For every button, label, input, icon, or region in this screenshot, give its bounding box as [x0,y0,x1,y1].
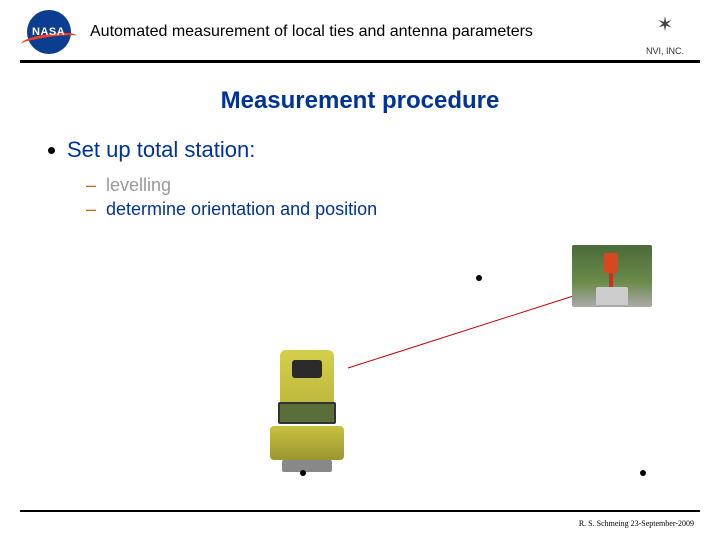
bullet-main: Set up total station: [48,137,672,163]
sub-item-0-text: levelling [106,173,171,197]
prism-icon [604,253,618,273]
sub-item-0: – levelling [86,173,406,197]
footer-divider [20,510,700,512]
lens-icon [292,360,322,378]
survey-point-0 [300,470,306,476]
header-title: Automated measurement of local ties and … [90,23,618,41]
bullet-dot-icon [48,147,55,154]
survey-point-1 [476,275,482,281]
diagram-area [0,230,720,490]
dash-icon: – [86,197,96,221]
nvi-logo-text: NVI, INC. [646,46,684,56]
nasa-logo-text: NASA [32,26,65,38]
header-divider [20,60,700,63]
footer-text: R. S. Schmeing 23-September-2009 [579,519,694,528]
target-pedestal [596,287,628,305]
survey-point-2 [640,470,646,476]
bullet-main-text: Set up total station: [67,137,255,163]
survey-target-photo [572,245,652,307]
nvi-logo-icon: ✶ NVI, INC. [630,8,700,56]
content-area: Set up total station: – levelling – dete… [0,115,720,222]
slide-header: NASA Automated measurement of local ties… [0,0,720,56]
display-icon [278,402,336,424]
total-station-icon [250,340,360,480]
sub-bullet-list: – levelling – determine orientation and … [48,173,672,222]
slide-title: Measurement procedure [0,87,720,115]
sight-line [348,290,592,368]
sub-item-1-text: determine orientation and position [106,197,377,221]
target-pole [609,273,613,287]
sub-item-1: – determine orientation and position [86,197,406,221]
nasa-logo-icon: NASA [20,8,78,56]
dash-icon: – [86,173,96,197]
